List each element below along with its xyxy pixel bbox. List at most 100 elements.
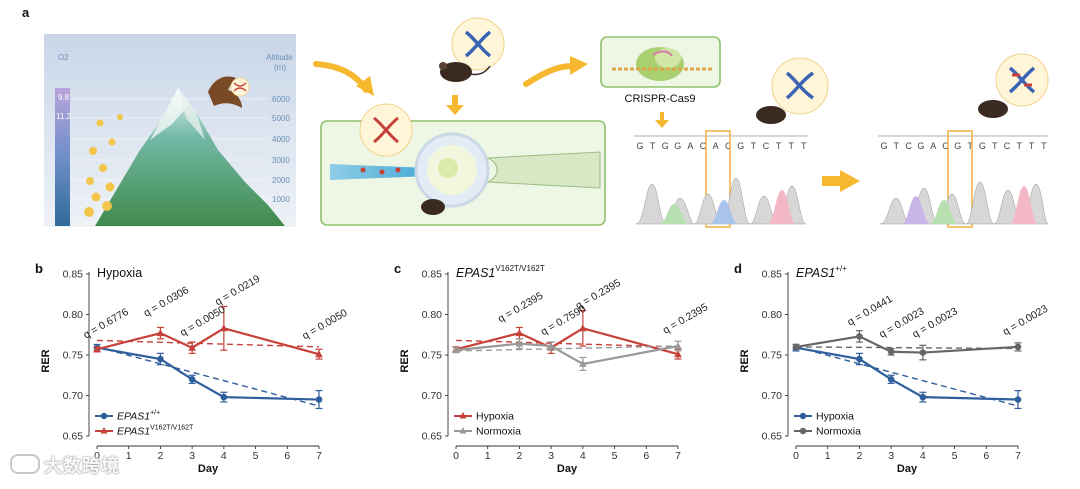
- legend-label: EPAS1V162T/V162T: [117, 425, 194, 438]
- series-line: [795, 335, 1019, 354]
- o2-label: O2: [58, 53, 69, 62]
- legend-label: Hypoxia: [476, 411, 514, 423]
- panel-a-schematic: a O2 9.8 11.2 Altitude (m) 6000 5000 400…: [22, 5, 1049, 228]
- altitude-unit: (m): [274, 63, 286, 72]
- arrow-icon: [822, 176, 842, 186]
- sequence-base: T: [776, 141, 782, 151]
- x-axis-label: Day: [557, 463, 578, 475]
- sequence-base: T: [751, 141, 757, 151]
- x-tick-label: 2: [158, 450, 164, 462]
- sequence-base: A: [713, 141, 719, 151]
- data-point: [315, 396, 323, 403]
- sequence-base: T: [967, 141, 973, 151]
- x-tick-label: 6: [983, 450, 989, 462]
- y-tick-label: 0.85: [63, 269, 84, 281]
- q-value-annotation: q = 0.0050: [178, 304, 227, 339]
- legend-marker: [799, 427, 807, 435]
- crispr-label: CRISPR-Cas9: [625, 93, 696, 105]
- sequence-base: A: [687, 141, 693, 151]
- data-point: [856, 355, 863, 363]
- x-tick-label: 1: [126, 450, 132, 462]
- chart-title: EPAS1V162T/V162T: [456, 264, 545, 280]
- data-point: [674, 342, 682, 350]
- y-tick-label: 0.75: [422, 350, 443, 362]
- trend-line: [96, 339, 320, 348]
- chart-title: Hypoxia: [97, 266, 142, 280]
- data-point: [674, 350, 682, 358]
- q-value-annotation: q = 0.2395: [574, 277, 623, 312]
- series-line: [455, 342, 679, 366]
- arrow-icon: [452, 95, 458, 109]
- data-point: [856, 333, 863, 340]
- data-point: [579, 359, 587, 367]
- chart-title-main: EPAS1: [456, 266, 495, 280]
- y-tick-label: 0.70: [762, 390, 783, 402]
- y-axis-label: RER: [739, 349, 751, 372]
- holding-pipette-icon: [486, 151, 601, 189]
- data-point: [579, 324, 587, 332]
- x-tick-label: 2: [517, 450, 523, 462]
- y-axis-label: RER: [399, 349, 411, 372]
- data-point: [188, 343, 196, 351]
- chart-c: c 0.65 0.70 0.75 0.80 0.85 0 1 2 3 4 5 6 7 Day RER EPAS1…: [394, 261, 710, 475]
- sequence-base: T: [788, 141, 794, 151]
- x-tick-label: 0: [94, 450, 100, 462]
- mouse-icon: [421, 199, 445, 215]
- data-point: [157, 355, 164, 363]
- chart-title-superscript: +/+: [835, 264, 847, 273]
- x-tick-label: 0: [793, 450, 799, 462]
- y-tick-label: 0.75: [63, 350, 84, 362]
- chart-title: EPAS1+/+: [796, 264, 847, 280]
- data-point: [93, 345, 101, 353]
- series-0: [792, 343, 1022, 410]
- x-tick-label: 4: [580, 450, 586, 462]
- mountain-shape: [95, 88, 285, 226]
- sequence-base: T: [992, 141, 998, 151]
- x-tick-label: 6: [284, 450, 290, 462]
- q-value-annotation: q = 0.0219: [213, 273, 262, 308]
- watermark-text: 大数跨境: [44, 456, 120, 477]
- data-point: [919, 393, 927, 401]
- x-tick-label: 6: [643, 450, 649, 462]
- data-point: [188, 376, 196, 383]
- altitude-label: Altitude: [266, 53, 293, 62]
- x-tick-label: 7: [316, 450, 322, 462]
- chart-title-superscript: V162T/V162T: [495, 264, 544, 273]
- legend-marker: [100, 412, 108, 420]
- eagle-icon: [208, 76, 250, 108]
- legend-marker: [459, 412, 467, 419]
- arrow-head-icon: [570, 56, 588, 75]
- x-axis-label: Day: [897, 463, 918, 475]
- legend-label-main: EPAS1: [117, 426, 150, 438]
- sequence-base: T: [1041, 141, 1047, 151]
- legend-label: Normoxia: [816, 426, 861, 438]
- q-value-annotation: q = 0.0306: [142, 284, 191, 319]
- q-value-annotation: q = 0.0050: [300, 307, 349, 342]
- y-tick-label: 0.80: [422, 309, 443, 321]
- legend-marker: [100, 427, 108, 434]
- dna-circle-icon: [771, 57, 829, 115]
- sequence-base: C: [700, 141, 707, 151]
- q-value-annotation: q = 0.2395: [496, 290, 545, 325]
- y-tick-label: 0.75: [762, 350, 783, 362]
- data-point: [1014, 343, 1022, 351]
- sequence-base: C: [725, 141, 732, 151]
- data-point: [515, 339, 524, 347]
- arrow-head-icon: [446, 105, 464, 115]
- x-tick-label: 1: [485, 450, 491, 462]
- sequence-base: C: [1004, 141, 1011, 151]
- o2-gradient-bar: [55, 88, 70, 226]
- y-tick-label: 0.80: [762, 309, 783, 321]
- trend-line: [795, 346, 1019, 407]
- mountain-illustration: O2 9.8 11.2 Altitude (m) 6000 5000 4000 …: [44, 34, 296, 227]
- y-tick-label: 0.70: [422, 390, 443, 402]
- chart-b: b 0.65 0.70 0.75 0.80 0.85 0 1 2 3 4 5 6 7 Day RER Hypox…: [35, 261, 350, 475]
- legend-label-superscript: +/+: [150, 410, 160, 417]
- data-point: [220, 393, 228, 401]
- chart-title-main: EPAS1: [796, 266, 835, 280]
- q-value-annotation: q = 0.0441: [845, 293, 894, 328]
- x-tick-label: 3: [189, 450, 195, 462]
- y-tick-label: 0.85: [422, 269, 443, 281]
